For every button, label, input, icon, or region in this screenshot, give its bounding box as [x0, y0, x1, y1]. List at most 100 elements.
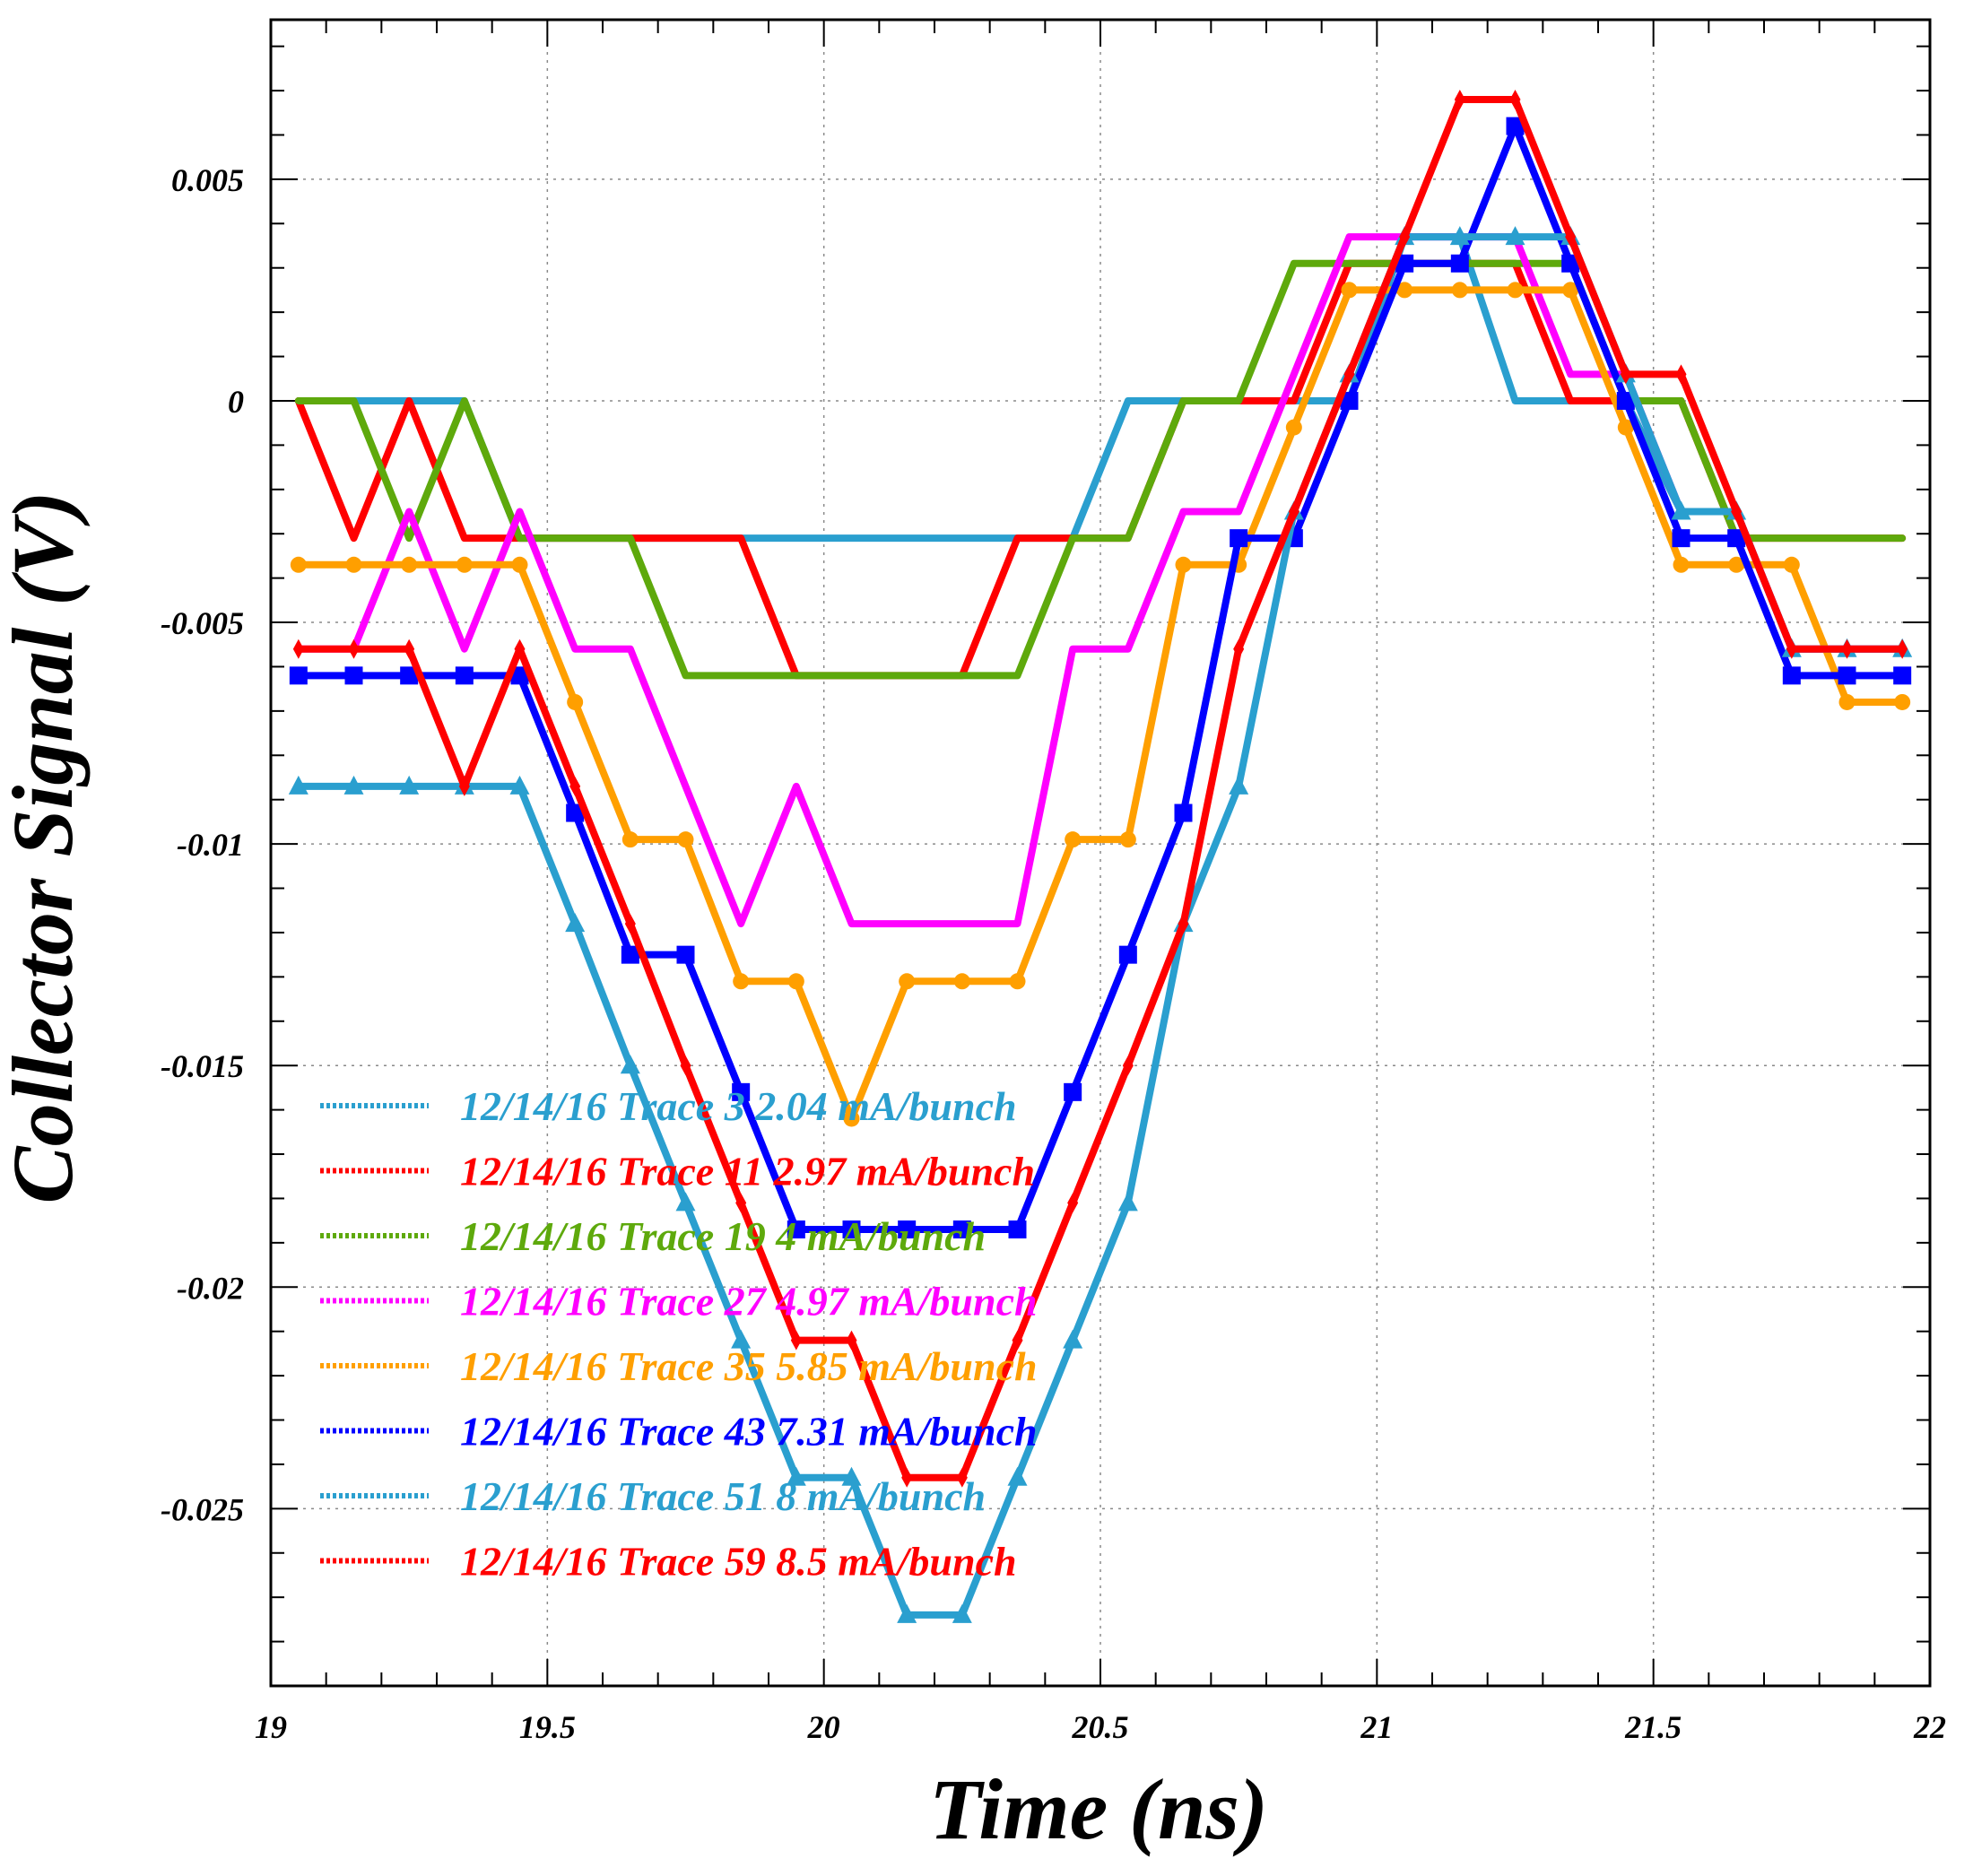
- data-point: [1174, 803, 1193, 822]
- data-point: [456, 556, 473, 573]
- data-point: [1119, 831, 1136, 848]
- legend-item: 12/14/16 Trace 3 2.04 mA/bunch: [320, 1083, 1017, 1129]
- data-point: [898, 1220, 917, 1239]
- data-point: [567, 693, 584, 710]
- data-point: [348, 638, 360, 659]
- data-point: [1065, 831, 1082, 848]
- data-point: [401, 556, 418, 573]
- y-tick-label: -0.01: [177, 827, 244, 863]
- data-point: [1897, 638, 1908, 659]
- data-point: [510, 666, 529, 685]
- legend-label: 12/14/16 Trace 59 8.5 mA/bunch: [460, 1539, 1017, 1585]
- data-point: [290, 556, 307, 573]
- y-tick-label: 0.005: [171, 162, 244, 198]
- data-point: [624, 914, 636, 934]
- data-point: [1451, 282, 1468, 299]
- data-point: [458, 776, 470, 796]
- x-tick-label: 22: [1913, 1709, 1946, 1745]
- data-point: [1454, 89, 1465, 109]
- legend-item: 12/14/16 Trace 51 8 mA/bunch: [320, 1473, 986, 1519]
- data-point: [790, 1330, 802, 1351]
- data-point: [399, 775, 420, 795]
- data-point: [288, 775, 309, 795]
- x-tick-label: 20: [807, 1709, 840, 1745]
- data-point: [1007, 1466, 1028, 1486]
- x-axis-title: Time (ns): [929, 1761, 1268, 1857]
- data-point: [1727, 529, 1746, 548]
- data-point: [1341, 282, 1358, 299]
- y-tick-label: -0.015: [161, 1048, 244, 1084]
- data-point: [343, 775, 364, 795]
- legend-label: 12/14/16 Trace 27 4.97 mA/bunch: [460, 1279, 1038, 1324]
- x-tick-label: 21: [1360, 1709, 1393, 1745]
- data-point: [1178, 914, 1189, 934]
- data-point: [732, 1082, 751, 1101]
- data-point: [1509, 89, 1521, 109]
- x-tick-label: 19.5: [519, 1709, 576, 1745]
- data-point: [733, 973, 750, 990]
- y-tick-label: -0.005: [161, 605, 244, 641]
- data-point: [680, 1055, 691, 1076]
- data-point: [292, 638, 304, 659]
- x-tick-labels: 19 19.5 20 20.5 21 21.5 22: [255, 1709, 1946, 1745]
- data-point: [1620, 364, 1631, 385]
- y-tick-label: 0: [228, 384, 244, 420]
- data-point: [404, 638, 415, 659]
- data-point: [1786, 638, 1797, 659]
- data-point: [841, 1466, 862, 1486]
- data-point: [1783, 556, 1800, 573]
- data-point: [1506, 117, 1525, 135]
- data-point: [952, 1220, 971, 1239]
- data-point: [1507, 282, 1524, 299]
- legend-label: 12/14/16 Trace 43 7.31 mA/bunch: [460, 1409, 1038, 1455]
- data-point: [1063, 1329, 1083, 1349]
- data-point: [1229, 775, 1249, 795]
- series-layer: [288, 89, 1913, 1623]
- data-point: [787, 973, 804, 990]
- y-tick-label: -0.02: [177, 1270, 244, 1306]
- data-point: [509, 775, 530, 795]
- data-point: [1117, 1192, 1138, 1212]
- data-point: [1008, 1220, 1027, 1239]
- x-tick-label: 19: [255, 1709, 287, 1745]
- data-point: [1012, 1330, 1023, 1351]
- legend-label: 12/14/16 Trace 11 2.97 mA/bunch: [460, 1149, 1035, 1194]
- data-point: [1118, 945, 1137, 964]
- data-point: [1285, 419, 1302, 436]
- data-point: [1562, 282, 1579, 299]
- data-point: [1672, 529, 1691, 548]
- data-point: [1064, 1082, 1082, 1101]
- data-point: [1449, 226, 1470, 246]
- data-point: [620, 1055, 640, 1074]
- legend-label: 12/14/16 Trace 19 4 mA/bunch: [460, 1213, 986, 1259]
- data-point: [289, 666, 308, 685]
- data-point: [1616, 391, 1635, 410]
- legend-item: 12/14/16 Trace 35 5.85 mA/bunch: [320, 1343, 1038, 1389]
- data-point: [1122, 1055, 1134, 1076]
- x-tick-label: 20.5: [1072, 1709, 1129, 1745]
- series-6: [289, 117, 1912, 1239]
- data-point: [1233, 638, 1245, 659]
- legend-label: 12/14/16 Trace 3 2.04 mA/bunch: [460, 1083, 1017, 1129]
- y-tick-label: -0.025: [161, 1491, 244, 1527]
- data-point: [846, 1330, 857, 1351]
- data-point: [1565, 227, 1577, 248]
- data-point: [1617, 419, 1634, 436]
- data-point: [1671, 500, 1691, 520]
- data-point: [675, 1192, 696, 1212]
- legend-item: 12/14/16 Trace 43 7.31 mA/bunch: [320, 1409, 1038, 1455]
- data-point: [1395, 254, 1414, 273]
- legend-item: 12/14/16 Trace 59 8.5 mA/bunch: [320, 1539, 1017, 1585]
- data-point: [1673, 556, 1690, 573]
- data-point: [400, 666, 419, 685]
- data-point: [1894, 693, 1911, 710]
- legend-item: 12/14/16 Trace 19 4 mA/bunch: [320, 1213, 986, 1259]
- y-axis-title: Collector Signal (V): [0, 491, 91, 1204]
- legend-label: 12/14/16 Trace 35 5.85 mA/bunch: [460, 1343, 1038, 1389]
- legend: 12/14/16 Trace 3 2.04 mA/bunch 12/14/16 T…: [320, 1083, 1038, 1585]
- data-point: [1675, 364, 1687, 385]
- x-tick-label: 21.5: [1624, 1709, 1682, 1745]
- data-point: [786, 1466, 806, 1486]
- data-point: [676, 945, 695, 964]
